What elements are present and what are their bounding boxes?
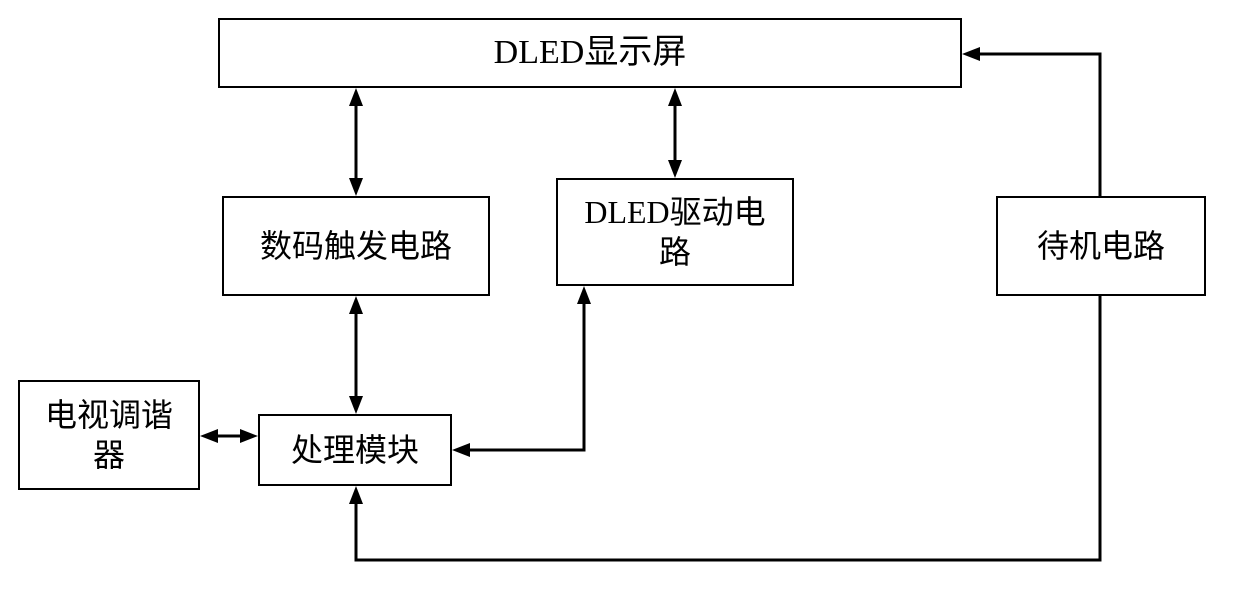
node-label: 数码触发电路 (260, 226, 452, 266)
node-dled-driver: DLED驱动电 路 (556, 178, 794, 286)
node-digital-trigger: 数码触发电路 (222, 196, 490, 296)
node-label: 处理模块 (291, 430, 419, 470)
node-label: 待机电路 (1037, 226, 1165, 266)
node-tv-tuner: 电视调谐 器 (18, 380, 200, 490)
node-standby-circuit: 待机电路 (996, 196, 1206, 296)
diagram-canvas: DLED显示屏 数码触发电路 DLED驱动电 路 待机电路 电视调谐 器 处理模… (0, 0, 1240, 616)
node-label: DLED显示屏 (494, 32, 687, 75)
node-label: DLED驱动电 路 (584, 192, 765, 272)
node-dled-display: DLED显示屏 (218, 18, 962, 88)
edges-layer (0, 0, 1240, 616)
node-processor: 处理模块 (258, 414, 452, 486)
node-label: 电视调谐 器 (45, 395, 173, 475)
